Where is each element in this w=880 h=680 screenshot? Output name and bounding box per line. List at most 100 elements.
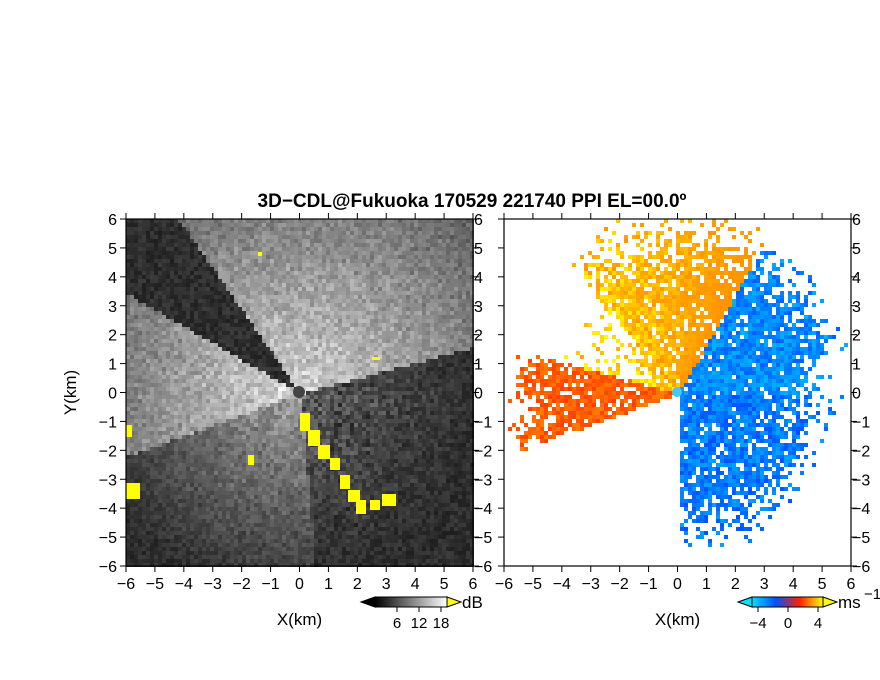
y-tick-label-right: −5 [852,530,870,547]
x-tick-label: 3 [382,576,391,593]
y-tick-label-right: −2 [852,443,870,460]
x-tick-label: 5 [818,576,827,593]
y-tick-label: −6 [99,559,117,576]
y-tick-label-right: −3 [474,472,492,489]
y-tick-label: −1 [99,414,117,431]
x-tick-label: −6 [117,576,135,593]
strong-echo [370,500,380,510]
y-tick-label-right: −6 [474,559,492,576]
y-tick-label: −5 [99,530,117,547]
y-tick-label-right: 2 [852,328,861,345]
y-tick-label-right: −4 [852,501,870,518]
chart-title: 3D−CDL@Fukuoka 170529 221740 PPI EL=00.0… [258,191,687,212]
x-tick-label: −5 [146,576,164,593]
x-tick-label: −2 [233,576,251,593]
colorbar-tick-label: 12 [411,615,428,632]
x-tick-label: 4 [789,576,798,593]
colorbar-1: −4 0 4 ms −1 [736,586,880,632]
y-tick-label-right: 0 [474,386,483,403]
velocity-field [504,219,851,566]
x-tick-label: −4 [175,576,193,593]
strong-echo [340,475,350,489]
colorbar-tick-label: 4 [814,615,822,632]
strong-echo [300,413,310,431]
y-tick-label: 4 [108,270,117,287]
x-tick-label: −3 [582,576,600,593]
y-tick-label: −2 [99,443,117,460]
colorbar-unit: ms [838,593,861,612]
y-tick-label-right: −2 [474,443,492,460]
x-axis-label: X(km) [277,610,322,629]
y-tick-label-right: −5 [474,530,492,547]
x-tick-label: 5 [440,576,449,593]
y-tick-label: 2 [108,328,117,345]
x-tick-label: 4 [411,576,420,593]
y-tick-label-right: −1 [852,414,870,431]
reflectivity-field [126,219,474,567]
y-tick-label: 3 [108,299,117,316]
x-tick-label: −2 [611,576,629,593]
y-tick-label-right: 5 [852,241,861,258]
colorbar-unit-exponent: −1 [864,586,880,603]
y-axis-label: Y(km) [61,370,80,415]
strong-echo [308,430,320,446]
y-tick-label-right: −6 [852,559,870,576]
y-tick-label-right: −4 [474,501,492,518]
y-tick-label-right: 6 [852,212,861,229]
x-tick-label: −4 [553,576,571,593]
x-tick-label: 2 [731,576,740,593]
plot-frame [125,218,474,567]
x-tick-label: −1 [639,576,657,593]
colorbar-tick-label: 18 [433,615,450,632]
y-tick-label-right: −3 [852,472,870,489]
colorbar-tick-label: −4 [749,615,766,632]
y-tick-label-right: 1 [474,357,483,374]
x-tick-label: 6 [847,576,856,593]
radar-center [293,386,305,398]
colorbar-tick-label: 6 [393,615,401,632]
x-tick-label: −5 [524,576,542,593]
y-tick-label-right: 3 [852,299,861,316]
strong-echo [248,455,254,465]
y-tick-label-right: 1 [852,357,861,374]
y-tick-label-right: 0 [852,386,861,403]
axes-1: −6 −5 −4 −3 −2 −1 0 1 2 3 4 5 6 6 5 4 3 2 1 0 −1 −2 −3 −4 −5 −6 X(… [495,212,870,629]
y-tick-label: 0 [108,386,117,403]
strong-echo [126,483,140,499]
colorbar-unit: dB [462,593,483,612]
y-tick-label-right: −1 [474,414,492,431]
x-axis-label: X(km) [655,610,700,629]
strong-echo [258,252,262,256]
radar-center [672,387,682,397]
x-tick-label: 6 [469,576,478,593]
strong-echo [356,500,366,514]
x-tick-label: −6 [495,576,513,593]
y-tick-label-right: 6 [474,212,483,229]
y-tick-label: 5 [108,241,117,258]
colorbar-0: 6 12 18 dB [359,593,483,632]
y-tick-label-right: 5 [474,241,483,258]
y-tick-label-right: 4 [852,270,861,287]
x-tick-label: 3 [760,576,769,593]
y-tick-label-right: 4 [474,270,483,287]
x-tick-label: 1 [702,576,711,593]
y-tick-label-right: 3 [474,299,483,316]
y-tick-label: −3 [99,472,117,489]
plot-frame [503,218,852,567]
strong-echo [126,425,132,437]
x-tick-label: 0 [673,576,682,593]
x-tick-label: −1 [261,576,279,593]
y-tick-label: 6 [108,212,117,229]
y-tick-label: −4 [99,501,117,518]
strong-echo [372,357,380,360]
strong-echo [348,490,360,502]
strong-echo [318,445,330,459]
axes-0: −6 −5 −4 −3 −2 −1 0 1 2 3 4 5 66 65 54 43 32 21 10 0−1 −1−2−… [61,212,492,629]
x-tick-label: 2 [353,576,362,593]
x-tick-label: −3 [204,576,222,593]
x-tick-label: 0 [295,576,304,593]
strong-echo [330,458,340,470]
strong-echo [382,494,396,506]
x-tick-label: 1 [324,576,333,593]
